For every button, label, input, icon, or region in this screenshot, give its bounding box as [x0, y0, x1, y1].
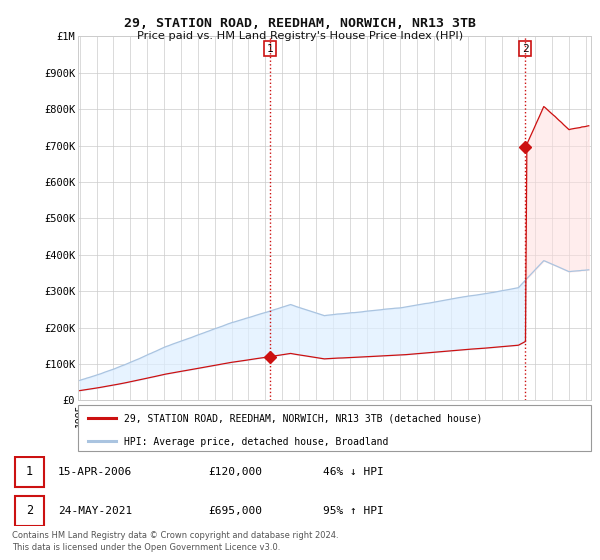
Text: 1: 1	[267, 44, 274, 54]
Text: HPI: Average price, detached house, Broadland: HPI: Average price, detached house, Broa…	[124, 437, 389, 447]
Text: This data is licensed under the Open Government Licence v3.0.: This data is licensed under the Open Gov…	[12, 543, 280, 552]
Text: £120,000: £120,000	[208, 467, 262, 477]
FancyBboxPatch shape	[15, 457, 44, 487]
Text: 15-APR-2006: 15-APR-2006	[58, 467, 133, 477]
Text: 29, STATION ROAD, REEDHAM, NORWICH, NR13 3TB: 29, STATION ROAD, REEDHAM, NORWICH, NR13…	[124, 17, 476, 30]
Text: Price paid vs. HM Land Registry's House Price Index (HPI): Price paid vs. HM Land Registry's House …	[137, 31, 463, 41]
Text: 46% ↓ HPI: 46% ↓ HPI	[323, 467, 384, 477]
FancyBboxPatch shape	[78, 405, 591, 451]
Text: £695,000: £695,000	[208, 506, 262, 516]
Text: Contains HM Land Registry data © Crown copyright and database right 2024.: Contains HM Land Registry data © Crown c…	[12, 531, 338, 540]
FancyBboxPatch shape	[15, 496, 44, 526]
Text: 95% ↑ HPI: 95% ↑ HPI	[323, 506, 384, 516]
Text: 1: 1	[26, 465, 33, 478]
Text: 2: 2	[26, 505, 33, 517]
Text: 2: 2	[521, 44, 529, 54]
Text: 24-MAY-2021: 24-MAY-2021	[58, 506, 133, 516]
Text: 29, STATION ROAD, REEDHAM, NORWICH, NR13 3TB (detached house): 29, STATION ROAD, REEDHAM, NORWICH, NR13…	[124, 414, 482, 424]
